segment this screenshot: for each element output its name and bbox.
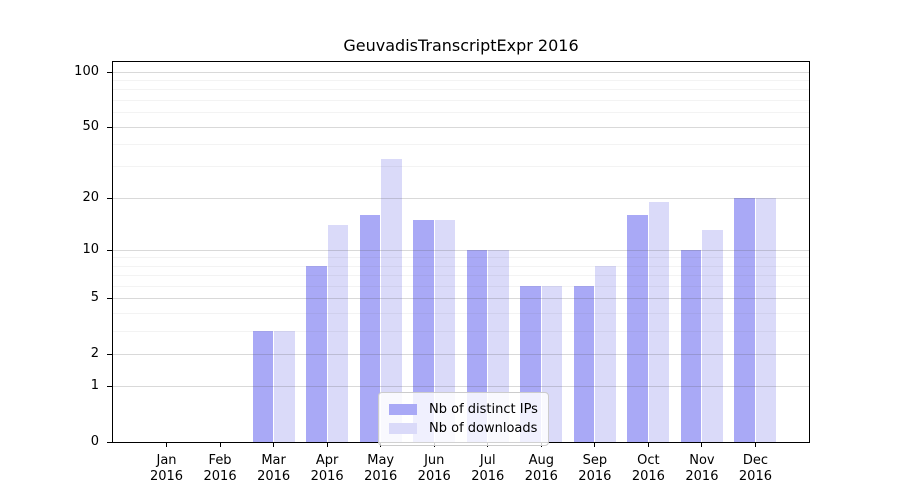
x-tick-label-feb: Feb 2016	[203, 453, 237, 484]
x-tick-label-oct: Oct 2016	[631, 453, 665, 484]
gridline-minor-30	[113, 166, 809, 168]
y-tick-100	[107, 71, 112, 73]
x-tick-nov	[701, 442, 703, 447]
x-tick-label-sep: Sep 2016	[578, 453, 612, 484]
plot-area: Nb of distinct IPs Nb of downloads	[112, 61, 810, 446]
y-tick-0	[107, 442, 112, 443]
x-tick-oct	[647, 442, 649, 447]
bar-downloads-apr	[327, 224, 349, 442]
bar-downloads-mar	[274, 330, 295, 442]
gridline-minor-40	[113, 144, 809, 146]
bar-downloads-nov	[702, 230, 723, 442]
x-tick-label-aug: Aug 2016	[524, 453, 558, 484]
legend: Nb of distinct IPs Nb of downloads	[378, 392, 549, 446]
legend-item-downloads: Nb of downloads	[389, 419, 538, 438]
chart-title: GeuvadisTranscriptExpr 2016	[343, 36, 579, 55]
gridline-minor-70	[113, 99, 809, 101]
bar-ips-apr	[306, 265, 327, 442]
legend-item-distinct-ips: Nb of distinct IPs	[389, 400, 538, 419]
bar-ips-sep	[573, 285, 595, 442]
legend-swatch-downloads	[389, 423, 417, 434]
gridline-major-100	[113, 71, 809, 73]
x-tick-label-jan: Jan 2016	[149, 453, 184, 484]
bar-ips-dec	[734, 197, 755, 442]
legend-swatch-distinct-ips	[389, 404, 417, 415]
x-tick-apr	[326, 442, 328, 447]
gridline-minor-90	[113, 80, 809, 82]
y-tick-label-100: 100	[74, 63, 99, 79]
bar-ips-jun	[413, 219, 434, 442]
x-tick-label-jun: Jun 2016	[417, 453, 451, 484]
x-tick-feb	[219, 442, 221, 447]
x-tick-label-nov: Nov 2016	[685, 453, 719, 484]
gridline-minor-60	[113, 112, 809, 114]
y-tick-label-0: 0	[90, 434, 99, 449]
y-tick-label-20: 20	[82, 189, 99, 205]
bar-downloads-dec	[755, 197, 777, 442]
bar-downloads-sep	[595, 265, 616, 442]
x-tick-label-dec: Dec 2016	[738, 453, 772, 484]
y-tick-label-5: 5	[90, 290, 99, 306]
bar-ips-mar	[252, 330, 274, 442]
bar-downloads-may	[381, 159, 402, 442]
bar-downloads-oct	[648, 201, 670, 442]
gridline-major-20	[113, 197, 809, 199]
bar-ips-nov	[680, 249, 702, 442]
x-tick-label-mar: Mar 2016	[257, 453, 291, 484]
y-tick-20	[107, 197, 112, 199]
legend-label-distinct-ips: Nb of distinct IPs	[429, 402, 538, 417]
y-tick-label-50: 50	[82, 118, 99, 134]
y-tick-label-1: 1	[90, 378, 99, 394]
x-tick-label-apr: Apr 2016	[310, 453, 344, 484]
gridline-major-50	[113, 126, 809, 128]
x-tick-dec	[754, 442, 756, 447]
bar-ips-oct	[627, 214, 648, 442]
y-tick-10	[107, 249, 112, 251]
y-tick-1	[107, 386, 112, 388]
gridline-minor-80	[113, 89, 809, 91]
y-tick-label-2: 2	[90, 345, 99, 361]
y-tick-label-10: 10	[82, 241, 99, 257]
y-tick-2	[107, 353, 112, 355]
x-tick-sep	[594, 442, 596, 447]
bar-ips-may	[359, 214, 381, 442]
y-tick-50	[107, 126, 112, 128]
x-tick-label-jul: Jul 2016	[471, 453, 505, 484]
y-tick-5	[107, 298, 112, 300]
x-tick-jan	[166, 442, 168, 447]
x-tick-label-may: May 2016	[364, 453, 398, 484]
x-tick-mar	[273, 442, 275, 447]
bar-downloads-jun	[434, 219, 456, 442]
legend-label-downloads: Nb of downloads	[429, 421, 538, 436]
